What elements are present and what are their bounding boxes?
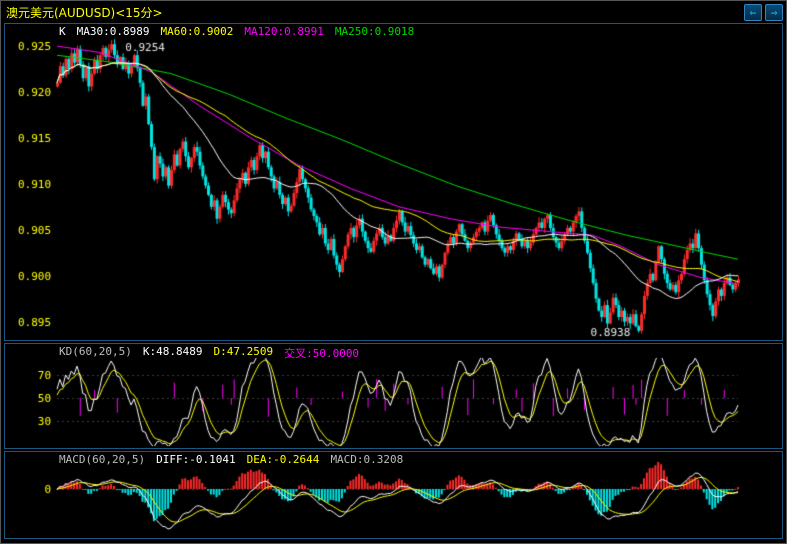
scroll-right-button[interactable]: ⇒ [765,3,783,21]
kd-indicator-panel: KD(60,20,5) K:48.8489 D:47.2509 交叉:50.00… [4,343,783,449]
left-arrow-icon: ⇐ [749,5,757,19]
scroll-left-button[interactable]: ⇐ [744,3,762,21]
macd-indicator-canvas[interactable] [5,452,782,538]
title-bar: 澳元美元(AUDUSD)<15分> ⇐ ⇒ [1,1,786,23]
right-arrow-icon: ⇒ [770,5,778,19]
kd-indicator-canvas[interactable] [5,344,782,448]
window-title: 澳元美元(AUDUSD)<15分> [6,5,163,20]
main-chart-panel: K MA30:0.8989 MA60:0.9002 MA120:0.8991 M… [4,23,783,341]
macd-indicator-panel: MACD(60,20,5) DIFF:-0.1041 DEA:-0.2644 M… [4,451,783,539]
candlestick-chart-canvas[interactable] [5,24,782,340]
